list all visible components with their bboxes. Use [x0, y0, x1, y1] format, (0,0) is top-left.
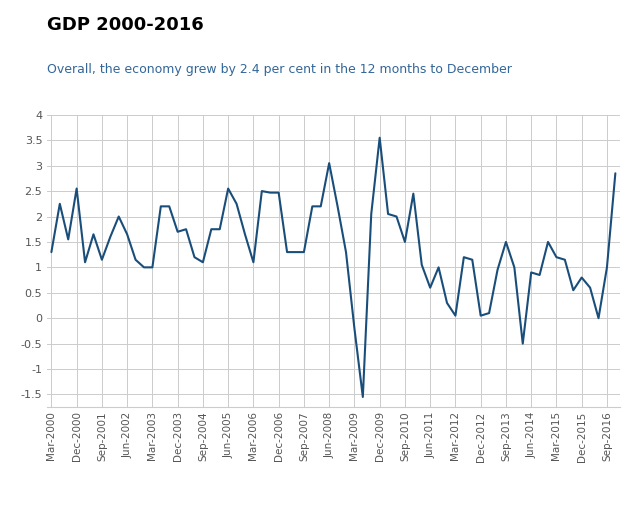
Text: Overall, the economy grew by 2.4 per cent in the 12 months to December: Overall, the economy grew by 2.4 per cen… [47, 63, 512, 76]
Text: GDP 2000-2016: GDP 2000-2016 [47, 16, 204, 33]
